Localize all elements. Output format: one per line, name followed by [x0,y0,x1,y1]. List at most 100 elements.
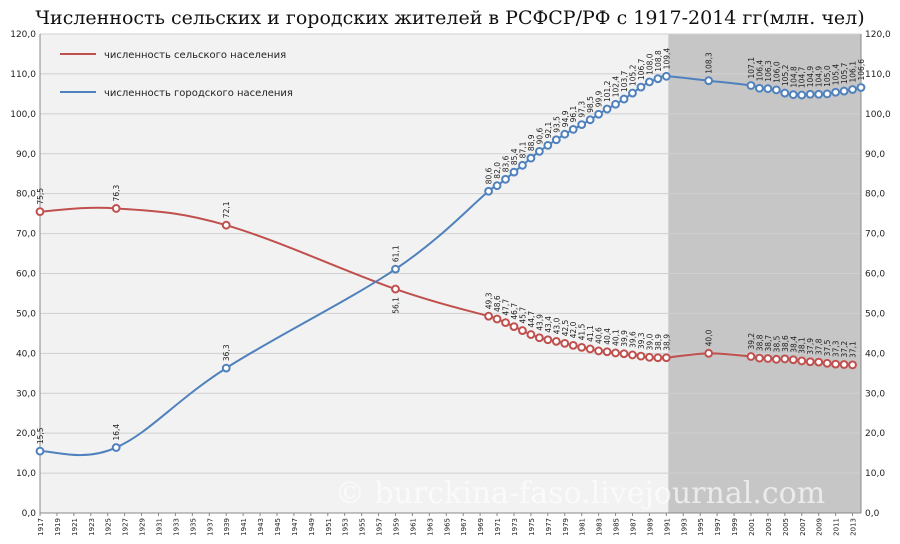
rural-data-label: 38,8 [755,334,764,351]
x-tick-label: 1953 [342,518,350,536]
y-tick-label-left: 80,0 [16,190,36,200]
rural-data-point [492,314,502,324]
rural-data-point [636,351,646,361]
urban-data-label: 105,2 [628,64,637,86]
urban-data-label: 93,5 [552,116,561,133]
rural-data-point [839,360,849,369]
rural-data-point [704,348,714,358]
rural-data-label: 39,3 [637,332,646,349]
urban-data-point [763,84,773,94]
y-tick-label-left: 50,0 [16,309,36,319]
rural-data-label: 38,7 [764,335,773,352]
urban-data-point [771,85,781,95]
y-tick-label-right: 20,0 [865,429,885,439]
y-tick-label-right: 120,0 [865,30,891,40]
urban-data-label: 16,4 [112,424,121,441]
y-tick-label-left: 60,0 [16,270,36,280]
urban-data-point [746,81,756,90]
rural-data-label: 37,3 [832,340,841,357]
urban-data-point [518,160,527,170]
y-axis-right-ticks: 0,0 10,0 20,0 30,0 40,0 50,0 60,0 70,0 80,0 90,0 1… [865,30,891,519]
urban-data-label: 92,1 [544,121,553,138]
rural-data-label: 45,7 [518,307,527,324]
rural-data-point [763,354,773,363]
rural-data-label: 39,2 [747,333,756,350]
rural-data-label: 40,4 [603,328,612,345]
urban-data-label: 102,4 [612,76,621,98]
urban-data-label: 101,2 [603,80,612,102]
urban-data-label: 85,4 [510,148,519,165]
urban-data-point [35,446,45,456]
urban-data-point [594,109,604,119]
urban-data-point [636,82,646,92]
rural-data-label: 40,1 [612,329,621,346]
urban-data-point [111,443,121,452]
y-tick-label-left: 20,0 [16,429,36,439]
urban-data-point [484,186,493,196]
y-tick-label-left: 100,0 [10,110,36,120]
rural-data-label: 49,3 [485,292,494,309]
x-tick-label: 1977 [545,518,553,536]
urban-data-label: 108,0 [645,53,654,75]
rural-data-point [822,358,832,368]
rural-data-point [585,344,595,354]
rural-data-label: 44,7 [527,311,536,328]
rural-data-label: 38,9 [662,334,671,351]
y-tick-label-right: 70,0 [865,230,885,240]
legend-rural-label: численность сельского населения [104,50,286,61]
x-tick-label: 1933 [172,518,180,536]
urban-data-label: 83,6 [502,155,511,172]
x-tick-label: 1965 [443,518,451,536]
urban-data-point [848,85,857,94]
urban-data-point [814,89,824,99]
y-tick-label-right: 110,0 [865,70,891,80]
urban-data-point [839,86,849,96]
urban-data-point [755,83,764,93]
x-tick-label: 1923 [88,518,96,536]
rural-data-label: 38,1 [798,337,807,354]
rural-data-label: 37,5 [823,339,832,356]
urban-data-label: 36,3 [222,344,231,361]
urban-data-point [661,71,671,81]
rural-data-point [628,350,637,360]
y-tick-label-right: 90,0 [865,150,885,160]
rural-data-point [577,342,587,352]
rural-data-label: 39,6 [628,331,637,348]
rural-data-point [771,354,781,364]
rural-data-point [797,356,807,366]
x-tick-label: 1971 [494,518,502,536]
urban-data-point [645,77,654,87]
rural-data-label: 38,4 [789,336,798,353]
rural-data-label: 42,0 [569,321,578,338]
x-tick-label: 2009 [816,518,824,536]
urban-data-point [501,174,510,184]
rural-data-label: 38,6 [781,335,790,352]
x-tick-label: 1959 [392,518,400,536]
x-tick-label: 1989 [646,518,654,536]
urban-data-point [797,90,807,100]
urban-data-label: 105,4 [832,64,841,86]
x-tick-label: 1949 [308,518,316,536]
rural-data-label: 43,0 [552,317,561,334]
x-tick-label: 1945 [274,518,282,536]
legend-urban-label: численность городского населения [104,88,293,99]
rural-data-label: 40,6 [595,327,604,344]
urban-data-label: 108,8 [654,50,663,72]
rural-data-point [526,330,536,339]
urban-data-point [856,83,866,92]
x-tick-label: 1925 [105,518,113,536]
urban-data-point [577,120,587,130]
x-tick-label: 1947 [291,518,299,536]
rural-data-point [594,346,604,356]
x-tick-label: 1963 [426,518,434,536]
x-tick-label: 2001 [748,518,756,536]
y-tick-label-left: 70,0 [16,230,36,240]
x-tick-label: 1919 [54,518,62,536]
urban-data-point [492,181,502,191]
urban-data-point [568,125,578,134]
urban-data-label: 104,8 [789,66,798,88]
x-tick-label: 1995 [697,518,705,536]
urban-data-label: 103,7 [620,70,629,92]
rural-data-point [568,340,578,350]
